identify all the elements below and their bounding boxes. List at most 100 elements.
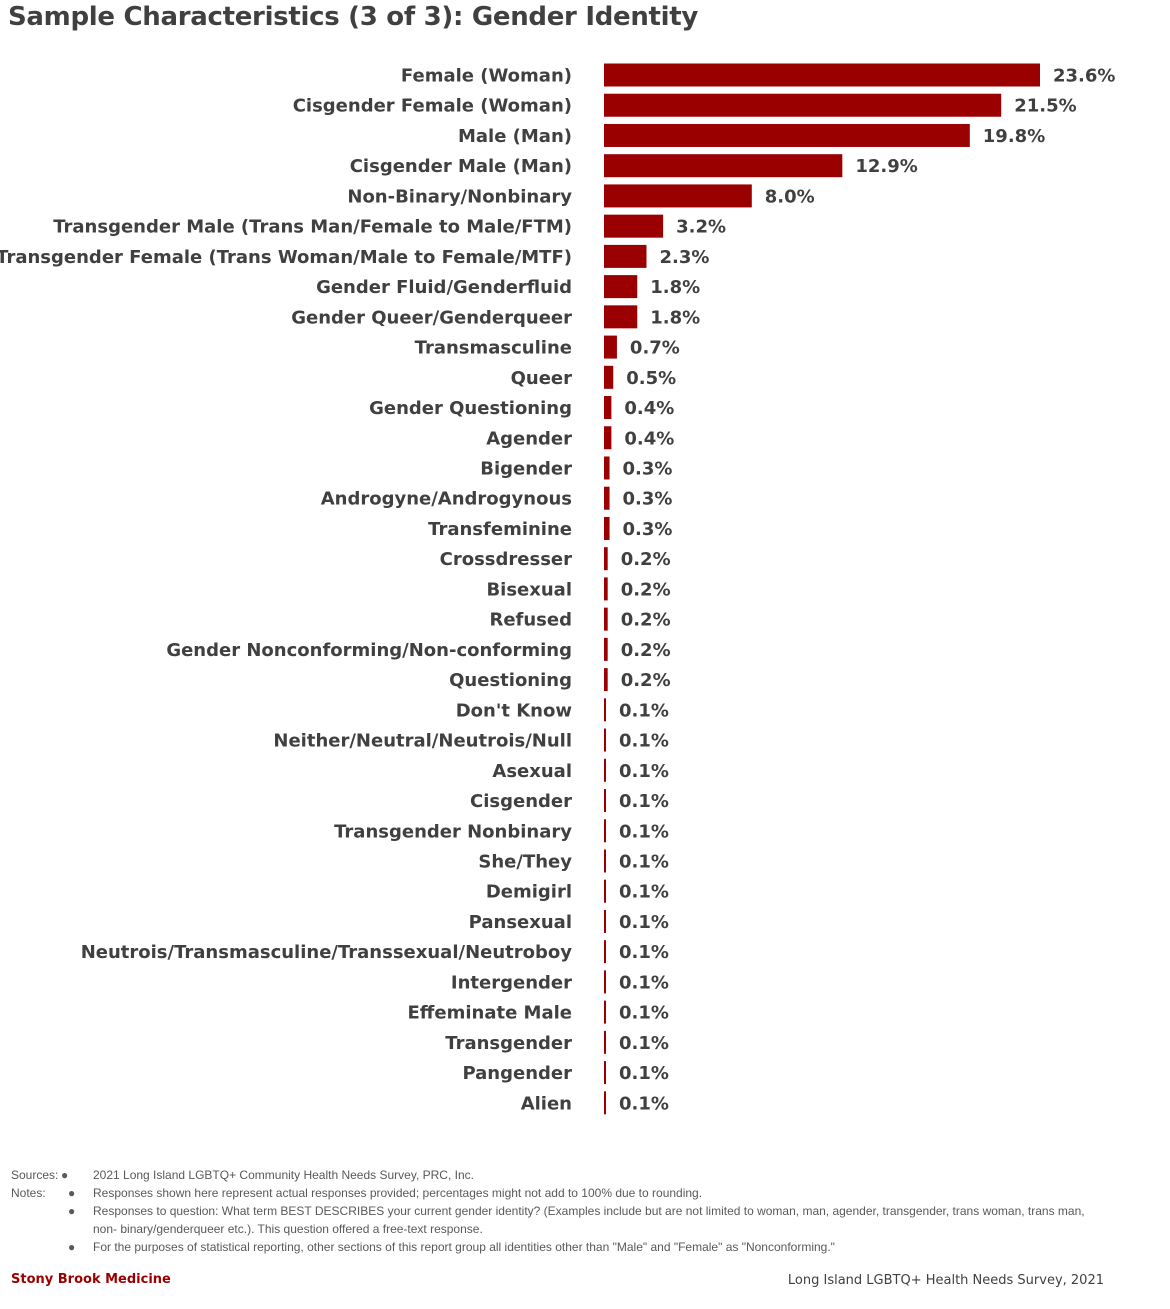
category-label: Cisgender Male (Man) xyxy=(350,156,572,177)
category-label: Agender xyxy=(486,428,572,449)
survey-name: Long Island LGBTQ+ Health Needs Survey, … xyxy=(787,1273,1104,1288)
data-label: 0.1% xyxy=(619,1033,669,1054)
bar xyxy=(604,335,617,359)
bar xyxy=(604,637,608,661)
data-label: 0.3% xyxy=(623,458,673,479)
bar xyxy=(604,849,606,873)
bullet-icon: ● xyxy=(68,1240,76,1254)
bar xyxy=(604,1061,606,1085)
category-label: Bigender xyxy=(480,458,572,479)
category-label: Gender Nonconforming/Non-conforming xyxy=(166,640,572,661)
data-label: 0.2% xyxy=(621,549,671,570)
bar xyxy=(604,577,608,601)
chart-title: Sample Characteristics (3 of 3): Gender … xyxy=(8,2,699,32)
bar xyxy=(604,758,606,782)
data-label: 0.1% xyxy=(619,882,669,903)
bullet-icon: ● xyxy=(68,1186,76,1200)
category-label: Transmasculine xyxy=(415,338,572,359)
bar xyxy=(604,123,970,147)
data-label: 12.9% xyxy=(855,156,917,177)
category-label: Androgyne/Androgynous xyxy=(321,489,572,510)
data-label: 3.2% xyxy=(676,217,726,238)
bar xyxy=(604,1091,606,1115)
sources-key: Sources: xyxy=(11,1168,59,1182)
category-label: Alien xyxy=(521,1093,572,1114)
category-label: Transgender xyxy=(445,1033,572,1054)
bar xyxy=(604,426,612,450)
data-label: 0.3% xyxy=(623,489,673,510)
category-label: Demigirl xyxy=(486,882,572,903)
data-label: 0.1% xyxy=(619,700,669,721)
data-label: 0.1% xyxy=(619,851,669,872)
bar xyxy=(604,63,1040,87)
data-label: 21.5% xyxy=(1014,96,1076,117)
bar xyxy=(604,1000,606,1024)
category-label: She/They xyxy=(478,851,572,872)
data-label: 23.6% xyxy=(1053,66,1115,87)
category-label: Neither/Neutral/Neutrois/Null xyxy=(273,731,572,752)
source-text: 2021 Long Island LGBTQ+ Community Health… xyxy=(93,1168,474,1182)
note-row: ● Responses to question: What term BEST … xyxy=(11,1202,1111,1238)
category-label: Bisexual xyxy=(486,579,572,600)
data-label: 19.8% xyxy=(983,126,1045,147)
category-label: Don't Know xyxy=(456,700,572,721)
data-label: 0.5% xyxy=(626,368,676,389)
sources-row: Sources: ● 2021 Long Island LGBTQ+ Commu… xyxy=(11,1166,1111,1184)
bar xyxy=(604,456,610,480)
data-label: 0.2% xyxy=(621,670,671,691)
category-label: Queer xyxy=(511,368,573,389)
data-label: 0.4% xyxy=(624,428,674,449)
category-label: Gender Fluid/Genderfluid xyxy=(316,277,572,298)
bar xyxy=(604,940,606,964)
category-label: Male (Man) xyxy=(458,126,572,147)
data-label: 0.7% xyxy=(630,338,680,359)
brand-logo-text: Stony Brook Medicine xyxy=(11,1272,171,1287)
data-label: 0.1% xyxy=(619,791,669,812)
note-row: Notes: ● Responses shown here represent … xyxy=(11,1184,1111,1202)
bar xyxy=(604,698,606,722)
category-label: Cisgender Female (Woman) xyxy=(293,96,572,117)
category-label: Non-Binary/Nonbinary xyxy=(347,186,572,207)
notes-key: Notes: xyxy=(11,1186,46,1200)
data-label: 0.1% xyxy=(619,761,669,782)
data-label: 0.1% xyxy=(619,942,669,963)
category-label: Transgender Female (Trans Woman/Male to … xyxy=(0,247,572,268)
bar xyxy=(604,879,606,903)
bar-chart: Female (Woman) 23.6% Cisgender Female (Wom… xyxy=(0,63,1115,1115)
category-label: Crossdresser xyxy=(440,549,572,570)
data-label: 0.1% xyxy=(619,1003,669,1024)
bar xyxy=(604,305,638,329)
data-label: 2.3% xyxy=(659,247,709,268)
data-label: 0.1% xyxy=(619,731,669,752)
bar xyxy=(604,1030,606,1054)
bar xyxy=(604,275,638,299)
category-label: Gender Questioning xyxy=(369,398,572,419)
bar xyxy=(604,365,614,389)
bar xyxy=(604,668,608,692)
bar xyxy=(604,184,752,208)
bullet-icon: ● xyxy=(61,1168,69,1182)
bar xyxy=(604,486,610,510)
data-label: 0.1% xyxy=(619,972,669,993)
category-label: Cisgender xyxy=(470,791,572,812)
category-label: Transgender Nonbinary xyxy=(334,821,572,842)
bar xyxy=(604,789,606,813)
bar xyxy=(604,244,647,268)
category-label: Pangender xyxy=(462,1063,572,1084)
data-label: 8.0% xyxy=(765,186,815,207)
category-label: Questioning xyxy=(449,670,572,691)
category-label: Refused xyxy=(489,610,572,631)
bar xyxy=(604,607,608,631)
bar xyxy=(604,396,612,420)
category-label: Intergender xyxy=(451,972,572,993)
data-label: 0.1% xyxy=(619,1063,669,1084)
bar xyxy=(604,970,606,994)
bullet-icon: ● xyxy=(68,1204,76,1218)
note-text: Responses to question: What term BEST DE… xyxy=(93,1204,1085,1236)
category-label: Neutrois/Transmasculine/Transsexual/Neut… xyxy=(81,942,573,963)
data-label: 0.2% xyxy=(621,610,671,631)
data-label: 1.8% xyxy=(650,307,700,328)
bar xyxy=(604,909,606,933)
bar xyxy=(604,547,608,571)
data-label: 0.1% xyxy=(619,821,669,842)
